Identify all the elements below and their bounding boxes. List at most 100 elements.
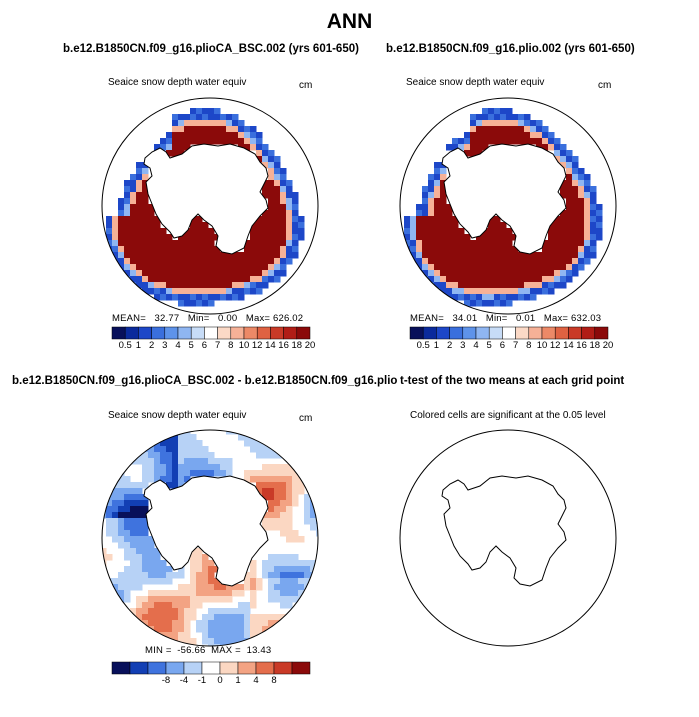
grid-cell — [464, 240, 471, 247]
grid-cell — [554, 144, 561, 151]
grid-cell — [286, 186, 293, 193]
grid-cell — [184, 126, 191, 133]
grid-cell — [172, 602, 179, 609]
grid-cell — [166, 614, 173, 621]
grid-cell — [238, 132, 245, 139]
grid-cell — [560, 186, 567, 193]
grid-cell — [452, 276, 459, 283]
grid-cell — [524, 114, 531, 121]
grid-cell — [536, 120, 543, 127]
grid-cell — [268, 258, 275, 265]
grid-cell — [274, 518, 281, 525]
grid-cell — [298, 560, 305, 567]
grid-cell — [452, 270, 459, 277]
grid-cell — [130, 174, 137, 181]
grid-cell — [208, 246, 215, 253]
grid-cell — [578, 246, 585, 253]
grid-cell — [560, 156, 567, 163]
grid-cell — [178, 458, 185, 465]
grid-cell — [208, 464, 215, 471]
colorbar-swatch — [204, 326, 218, 340]
grid-cell — [470, 132, 477, 139]
grid-cell — [142, 500, 149, 507]
grid-cell — [208, 138, 215, 145]
grid-cell — [268, 494, 275, 501]
grid-cell — [482, 246, 489, 253]
grid-cell — [304, 476, 311, 483]
grid-cell — [124, 234, 131, 241]
grid-cell — [422, 192, 429, 199]
grid-cell — [250, 566, 257, 573]
colorbar-swatch — [201, 661, 221, 675]
grid-cell — [202, 452, 209, 459]
colorbar-swatch — [111, 661, 131, 675]
grid-cell — [160, 144, 167, 151]
grid-cell — [506, 120, 513, 127]
grid-cell — [226, 264, 233, 271]
grid-cell — [274, 222, 281, 229]
grid-cell — [250, 234, 257, 241]
grid-cell — [142, 530, 149, 537]
grid-cell — [428, 216, 435, 223]
grid-cell — [292, 494, 299, 501]
grid-cell — [482, 288, 489, 295]
panel-2-field-label: Seaice snow depth water equiv — [406, 77, 545, 88]
grid-cell — [142, 566, 149, 573]
grid-cell — [428, 186, 435, 193]
grid-cell — [112, 228, 119, 235]
grid-cell — [422, 252, 429, 259]
grid-cell — [590, 186, 597, 193]
grid-cell — [464, 150, 471, 157]
grid-cell — [422, 198, 429, 205]
colorbar-swatch — [219, 661, 239, 675]
grid-cell — [476, 252, 483, 259]
grid-cell — [518, 114, 525, 121]
grid-cell — [590, 192, 597, 199]
colorbar-tick-label: 4 — [175, 340, 181, 351]
grid-cell — [136, 584, 143, 591]
grid-cell — [256, 626, 263, 633]
colorbar-swatch — [129, 661, 149, 675]
grid-cell — [118, 584, 125, 591]
grid-cell — [202, 132, 209, 139]
grid-cell — [154, 228, 161, 235]
grid-cell — [464, 270, 471, 277]
grid-cell — [102, 500, 107, 507]
grid-cell — [274, 270, 281, 277]
grid-cell — [316, 512, 318, 519]
grid-cell — [256, 578, 263, 585]
grid-cell — [196, 108, 203, 115]
grid-cell — [160, 246, 167, 253]
grid-cell — [274, 614, 281, 621]
grid-cell — [506, 270, 513, 277]
grid-cell — [476, 114, 483, 121]
grid-cell — [274, 560, 281, 567]
grid-cell — [124, 270, 131, 277]
colorbar-tick-label: 6 — [201, 340, 208, 351]
grid-cell — [596, 216, 603, 223]
grid-cell — [256, 446, 263, 453]
grid-cell — [250, 572, 257, 579]
grid-cell — [458, 246, 465, 253]
grid-cell — [178, 572, 185, 579]
grid-cell — [548, 270, 555, 277]
grid-cell — [160, 282, 167, 289]
grid-cell — [500, 114, 507, 121]
grid-cell — [178, 440, 185, 447]
grid-cell — [446, 204, 453, 211]
colorbar-swatch — [111, 326, 126, 340]
grid-cell — [160, 258, 167, 265]
grid-cell — [214, 276, 221, 283]
grid-cell — [226, 282, 233, 289]
grid-cell — [440, 234, 447, 241]
grid-cell — [202, 252, 209, 259]
grid-cell — [578, 198, 585, 205]
grid-cell — [208, 264, 215, 271]
grid-cell — [202, 632, 209, 639]
grid-cell — [458, 234, 465, 241]
grid-cell — [268, 246, 275, 253]
grid-cell — [500, 264, 507, 271]
grid-cell — [268, 240, 275, 247]
grid-cell — [416, 228, 423, 235]
grid-cell — [584, 216, 591, 223]
